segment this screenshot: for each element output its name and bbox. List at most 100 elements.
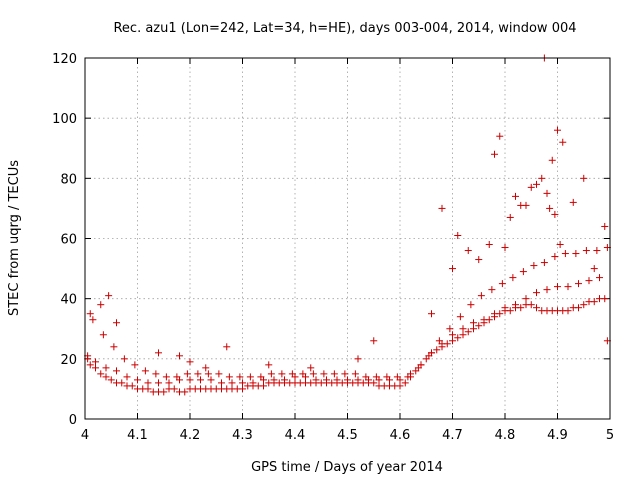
data-point (475, 256, 483, 264)
x-tick-label: 4.9 (547, 428, 568, 443)
y-tick-label: 100 (52, 112, 77, 127)
data-point (341, 370, 349, 378)
chart-title: Rec. azu1 (Lon=242, Lat=34, h=HE), days … (113, 21, 576, 36)
x-tick-label: 4.1 (127, 428, 148, 443)
data-point (92, 364, 99, 372)
data-point (596, 274, 603, 282)
data-point (128, 382, 136, 390)
data-point (435, 337, 443, 345)
data-point (186, 358, 194, 366)
data-point (401, 379, 409, 387)
y-tick-label: 40 (60, 293, 77, 308)
data-point (414, 364, 422, 372)
data-point (491, 150, 498, 158)
data-point (498, 280, 506, 288)
data-point (144, 379, 152, 387)
data-point (309, 370, 317, 378)
data-point (491, 310, 498, 318)
data-point (246, 373, 254, 381)
data-point (320, 370, 328, 378)
data-point (113, 319, 120, 327)
data-point (433, 346, 441, 354)
data-point (160, 388, 168, 396)
data-point (438, 204, 446, 212)
data-point (288, 370, 296, 378)
data-point (533, 304, 540, 312)
data-point (459, 325, 467, 333)
data-point (102, 364, 110, 372)
data-point (449, 331, 456, 339)
data-point (105, 292, 113, 300)
x-tick-label: 4 (81, 428, 89, 443)
data-point (239, 385, 246, 393)
data-point (118, 379, 126, 387)
data-point (99, 331, 107, 339)
x-tick-label: 4.2 (180, 428, 201, 443)
data-point (131, 361, 139, 369)
data-point (257, 373, 265, 381)
data-point (575, 280, 582, 288)
data-point (580, 174, 588, 182)
data-point (575, 304, 582, 312)
x-tick-label: 4.6 (390, 428, 411, 443)
data-point (475, 322, 483, 330)
data-point (372, 373, 380, 381)
data-point (181, 388, 189, 396)
data-point (470, 319, 477, 327)
data-point (530, 262, 538, 270)
data-point (228, 379, 236, 387)
data-point (107, 376, 115, 384)
data-point (527, 183, 535, 191)
data-point (554, 126, 561, 134)
data-point (601, 295, 609, 303)
data-point (299, 370, 307, 378)
x-tick-label: 5 (606, 428, 614, 443)
data-point (162, 373, 170, 381)
data-point (92, 358, 99, 366)
data-point (333, 376, 341, 384)
data-point (572, 250, 580, 258)
x-tick-label: 4.4 (285, 428, 306, 443)
data-point (496, 132, 504, 140)
data-point (480, 316, 488, 324)
data-point (113, 367, 120, 375)
data-point (485, 241, 493, 249)
data-point (538, 174, 546, 182)
data-point (501, 244, 509, 252)
data-point (551, 253, 559, 261)
data-point (97, 370, 105, 378)
tick-labels: 4 4.1 4.2 4.3 4.4 4.5 4.6 4.7 4.8 4.9 5 0 20 40 60 80 10… (52, 52, 614, 443)
data-point (454, 334, 462, 342)
data-point (456, 313, 464, 321)
data-point (449, 337, 456, 345)
data-point (183, 370, 191, 378)
plot-frame (84, 57, 611, 420)
data-point (249, 379, 257, 387)
data-point (362, 373, 370, 381)
data-point (354, 355, 362, 363)
data-point (561, 250, 569, 258)
y-tick-label: 20 (60, 353, 77, 368)
data-point (155, 349, 162, 357)
data-point (370, 379, 378, 387)
y-tick-label: 120 (52, 52, 77, 67)
data-point (509, 274, 517, 282)
data-point (446, 325, 454, 333)
data-point (89, 316, 97, 324)
data-point (86, 310, 94, 318)
x-axis-label: GPS time / Days of year 2014 (251, 460, 443, 475)
data-point (593, 247, 601, 255)
data-point (170, 385, 178, 393)
data-point (512, 301, 519, 309)
data-point (152, 370, 160, 378)
data-point (267, 370, 275, 378)
data-point (501, 304, 509, 312)
data-point (533, 289, 540, 297)
data-point (307, 364, 315, 372)
data-point (517, 304, 525, 312)
data-point (173, 373, 181, 381)
data-point (186, 376, 194, 384)
data-point (564, 283, 572, 291)
data-point (110, 343, 118, 351)
